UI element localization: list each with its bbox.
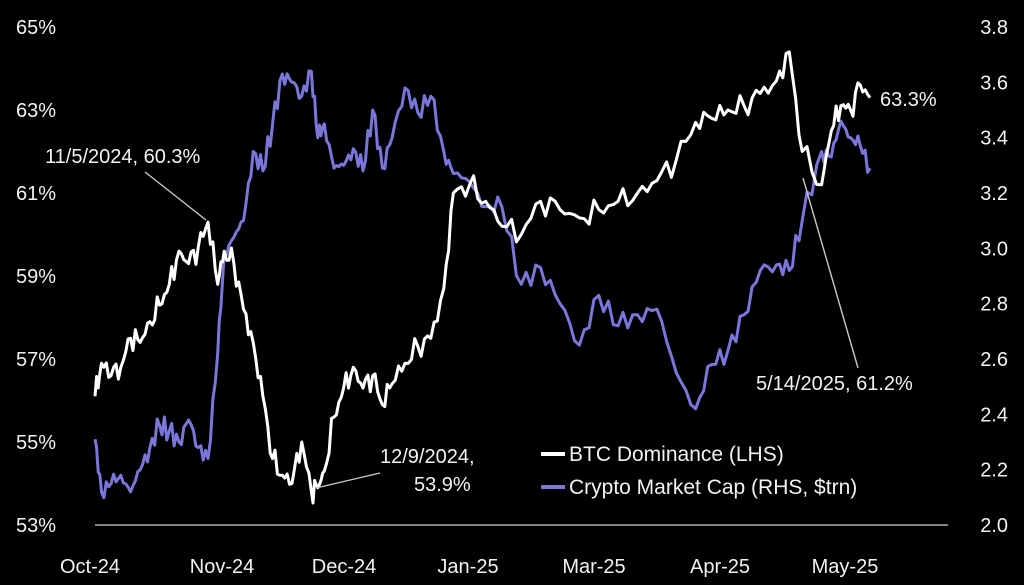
right-tick-label: 2.8 bbox=[980, 294, 1008, 316]
left-tick-label: 63% bbox=[16, 100, 56, 122]
annotation-leader-line bbox=[144, 171, 207, 221]
x-tick-label: Apr-25 bbox=[690, 556, 750, 578]
left-tick-label: 61% bbox=[16, 183, 56, 205]
right-tick-label: 3.6 bbox=[980, 72, 1008, 94]
annotation-label: 12/9/2024, bbox=[380, 446, 475, 468]
right-tick-label: 3.4 bbox=[980, 128, 1008, 150]
x-tick-label: Nov-24 bbox=[190, 556, 254, 578]
annotation-label: 11/5/2024, 60.3% bbox=[45, 146, 201, 168]
left-tick-label: 55% bbox=[16, 432, 56, 454]
x-tick-label: Dec-24 bbox=[312, 556, 376, 578]
legend-label: Crypto Market Cap (RHS, $trn) bbox=[569, 476, 857, 499]
left-axis-ticks: 53% 55% 57% 59% 61% 63% 65% bbox=[16, 17, 56, 537]
annotation-leader-line bbox=[315, 472, 381, 489]
annotations: 11/5/2024, 60.3% 12/9/2024, 53.9% 5/14/2025… bbox=[45, 89, 937, 496]
x-tick-label: Mar-25 bbox=[562, 556, 625, 578]
annotation-label: 63.3% bbox=[880, 89, 937, 111]
x-tick-label: Oct-24 bbox=[60, 556, 120, 578]
right-axis-ticks: 2.0 2.2 2.4 2.6 2.8 3.0 3.2 3.4 3.6 3.8 bbox=[980, 17, 1008, 537]
right-tick-label: 2.2 bbox=[980, 460, 1008, 482]
left-tick-label: 57% bbox=[16, 349, 56, 371]
left-tick-label: 53% bbox=[16, 515, 56, 537]
x-tick-label: May-25 bbox=[812, 556, 879, 578]
right-tick-label: 2.0 bbox=[980, 515, 1008, 537]
annotation-leader-line bbox=[802, 177, 859, 369]
right-tick-label: 2.4 bbox=[980, 404, 1008, 426]
right-tick-label: 3.2 bbox=[980, 183, 1008, 205]
x-tick-label: Jan-25 bbox=[437, 556, 498, 578]
annotation-label: 5/14/2025, 61.2% bbox=[756, 373, 913, 395]
legend-label: BTC Dominance (LHS) bbox=[569, 443, 784, 466]
right-tick-label: 3.8 bbox=[980, 17, 1008, 39]
annotation-label: 53.9% bbox=[414, 474, 471, 496]
btc-dominance-line bbox=[93, 50, 872, 505]
series-lines bbox=[93, 50, 872, 505]
left-tick-label: 65% bbox=[16, 17, 56, 39]
right-tick-label: 2.6 bbox=[980, 349, 1008, 371]
x-axis-ticks: Oct-24 Nov-24 Dec-24 Jan-25 Mar-25 Apr-25 May-… bbox=[60, 556, 878, 578]
right-tick-label: 3.0 bbox=[980, 238, 1008, 260]
crypto-market-cap-line bbox=[93, 69, 872, 500]
legend: BTC Dominance (LHS) Crypto Market Cap (RH… bbox=[541, 443, 857, 499]
left-tick-label: 59% bbox=[16, 266, 56, 288]
